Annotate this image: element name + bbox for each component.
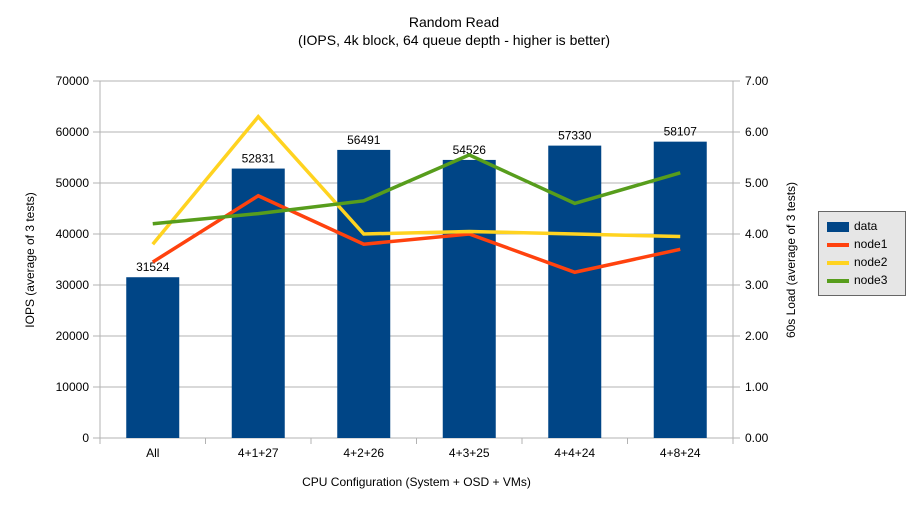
bar-value-label: 58107 xyxy=(664,125,698,139)
legend-swatch-data xyxy=(827,221,849,232)
category-label-4+3+25: 4+3+25 xyxy=(449,446,490,460)
legend-label: node2 xyxy=(854,255,888,269)
legend-item-node1: node1 xyxy=(827,238,905,251)
bar-value-label: 31524 xyxy=(136,260,170,274)
right-axis-tick-label: 3.00 xyxy=(745,278,769,292)
left-axis-tick-label: 30000 xyxy=(56,278,90,292)
chart-title-block: Random Read (IOPS, 4k block, 64 queue de… xyxy=(0,13,908,49)
left-axis-tick-label: 20000 xyxy=(56,329,90,343)
right-axis-tick-label: 0.00 xyxy=(745,431,769,445)
line-series-node2 xyxy=(151,114,681,246)
right-axis-tick-label: 2.00 xyxy=(745,329,769,343)
x-axis-title: CPU Configuration (System + OSD + VMs) xyxy=(302,475,531,489)
left-axis-tick-label: 40000 xyxy=(56,227,90,241)
legend-swatch-node1 xyxy=(827,242,849,247)
left-axis-tick-label: 0 xyxy=(82,431,89,445)
chart-subtitle: (IOPS, 4k block, 64 queue depth - higher… xyxy=(297,32,611,48)
legend-label: node1 xyxy=(854,237,888,251)
line-series-node1 xyxy=(151,193,681,275)
right-axis-tick-label: 7.00 xyxy=(745,74,769,88)
legend: data node1 node2 node3 xyxy=(818,211,906,296)
legend-swatch-node2 xyxy=(827,260,849,265)
right-axis-title: 60s Load (average of 3 tests) xyxy=(784,181,798,339)
legend-item-data: data xyxy=(827,220,905,233)
bar-4+3+25 xyxy=(442,159,496,438)
legend-item-node3: node3 xyxy=(827,274,905,287)
bar-All xyxy=(126,277,180,438)
right-axis-tick-label: 5.00 xyxy=(745,176,769,190)
category-label-4+8+24: 4+8+24 xyxy=(660,446,701,460)
legend-swatch-node3 xyxy=(827,278,849,283)
bar-value-label: 52831 xyxy=(242,152,276,166)
bar-4+2+26 xyxy=(337,149,391,438)
category-label-4+4+24: 4+4+24 xyxy=(554,446,595,460)
bar-value-label: 56491 xyxy=(347,133,381,147)
left-axis-tick-label: 10000 xyxy=(56,380,90,394)
chart-title: Random Read xyxy=(408,14,500,30)
bar-value-label: 54526 xyxy=(453,143,487,157)
legend-label: data xyxy=(854,219,878,233)
left-axis-tick-label: 60000 xyxy=(56,125,90,139)
right-axis-tick-label: 1.00 xyxy=(745,380,769,394)
category-label-4+1+27: 4+1+27 xyxy=(238,446,279,460)
right-axis-tick-label: 6.00 xyxy=(745,125,769,139)
right-axis-tick-label: 4.00 xyxy=(745,227,769,241)
line-series-node3 xyxy=(152,153,681,226)
bar-value-label: 57330 xyxy=(558,129,592,143)
category-label-All: All xyxy=(146,446,159,460)
bar-4+8+24 xyxy=(653,141,707,438)
bar-4+4+24 xyxy=(548,145,602,438)
category-label-4+2+26: 4+2+26 xyxy=(343,446,384,460)
left-axis-tick-label: 50000 xyxy=(56,176,90,190)
left-axis-tick-label: 70000 xyxy=(56,74,90,88)
legend-item-node2: node2 xyxy=(827,256,905,269)
legend-label: node3 xyxy=(854,273,888,287)
left-axis-title: IOPS (average of 3 tests) xyxy=(23,192,37,328)
